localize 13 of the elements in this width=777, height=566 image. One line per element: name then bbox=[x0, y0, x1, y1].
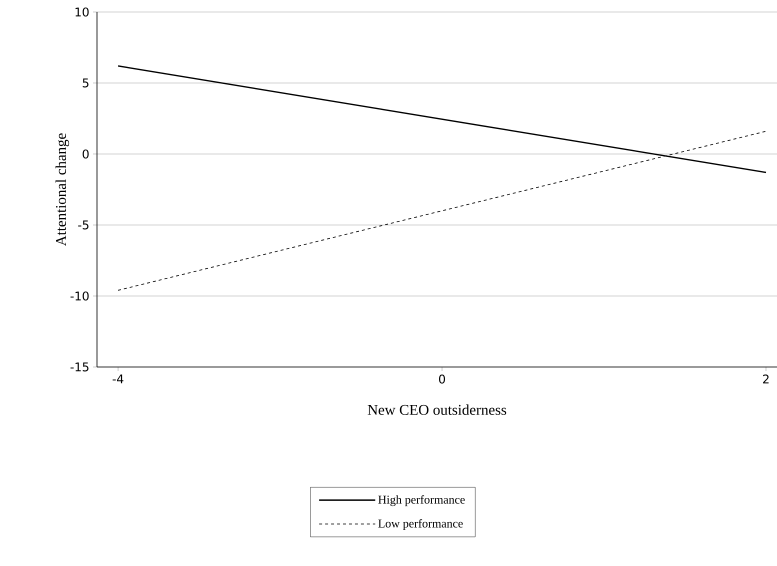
x-tick-label: 2 bbox=[763, 374, 769, 384]
y-axis-title: Attentional change bbox=[56, 133, 70, 246]
y-tick-label: 5 bbox=[82, 78, 88, 88]
y-tick-label: -10 bbox=[70, 291, 89, 301]
y-tick-label: 10 bbox=[76, 7, 89, 17]
x-tick-label: -4 bbox=[112, 374, 124, 384]
legend-label: High performance bbox=[378, 495, 465, 506]
y-tick-label: -5 bbox=[78, 220, 88, 230]
x-tick-label: 0 bbox=[439, 374, 446, 384]
y-tick-label: 0 bbox=[82, 149, 89, 159]
x-axis-title: New CEO outsiderness bbox=[368, 404, 506, 415]
y-tick-label: -15 bbox=[70, 362, 88, 372]
legend-label: Low performance bbox=[378, 519, 463, 530]
